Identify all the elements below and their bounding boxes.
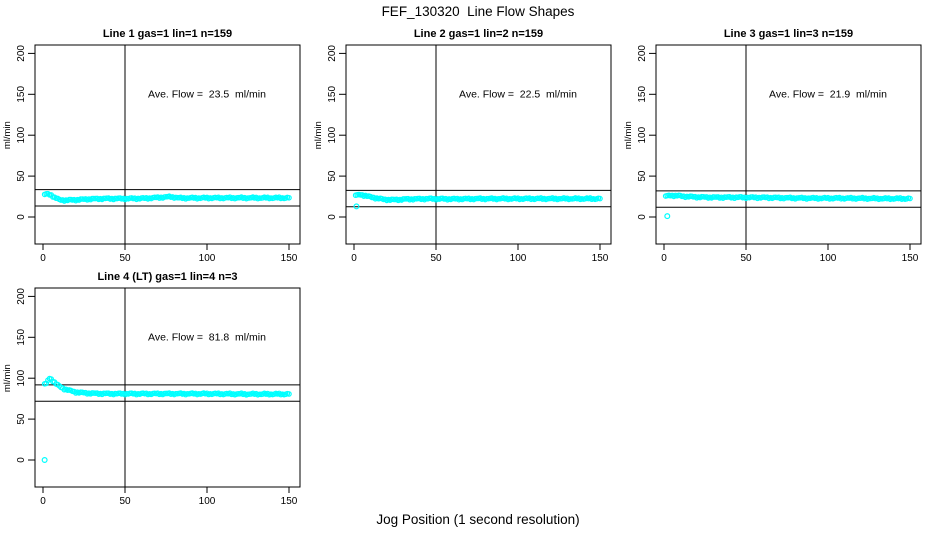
outlier-point [664,213,671,220]
x-tick-label: 100 [199,496,216,507]
subplot-4: Line 4 (LT) gas=1 lin=4 n=30501001502000… [2,271,301,507]
y-tick-label: 100 [637,126,648,143]
plot-box [655,44,922,245]
y-tick-label: 0 [327,214,338,220]
y-tick-label: 100 [16,369,27,386]
y-tick-label: 100 [327,126,338,143]
y-tick-label: 50 [16,413,27,425]
subplot-title: Line 4 (LT) gas=1 lin=4 n=3 [97,271,237,283]
plot-box [345,44,612,245]
x-tick-label: 50 [119,496,131,507]
x-tick-label: 150 [281,496,298,507]
plot-box [34,44,301,245]
y-tick-label: 150 [637,86,648,103]
y-axis-title: ml/min [623,121,634,149]
annotation-ave-flow: Ave. Flow = 21.9 ml/min [769,88,887,100]
y-tick-label: 200 [16,288,27,305]
outlier-point [41,457,48,464]
x-tick-label: 100 [820,253,837,264]
x-tick-label: 50 [119,253,131,264]
y-tick-label: 50 [327,170,338,182]
subplot-1: Line 1 gas=1 lin=1 n=159 0 50 100 150 200 0 50 1… [2,28,301,264]
outlier-point [353,203,360,210]
y-axis-title: ml/min [2,364,13,392]
annotation-ave-flow: Ave. Flow = 22.5 ml/min [459,88,577,100]
axis-ticks: 0 50 100 150 200 0 50 100 150 [637,45,919,264]
x-tick-label: 150 [902,253,919,264]
y-axis-title: ml/min [313,121,324,149]
x-tick-label: 0 [351,253,357,264]
axis-ticks: 0 50 100 150 200 0 50 100 150 [327,45,609,264]
subplot-title: Line 3 gas=1 lin=3 n=159 [724,28,853,40]
y-axis-title: ml/min [2,121,13,149]
x-tick-label: 100 [199,253,216,264]
y-tick-label: 150 [327,86,338,103]
data-points [41,190,292,204]
y-tick-label: 100 [16,126,27,143]
x-tick-label: 0 [40,253,46,264]
data-points [41,375,292,464]
main-title: FEF_130320 Line Flow Shapes [381,4,575,19]
y-tick-label: 200 [327,45,338,62]
plot-box [34,287,301,488]
subplot-2: Line 2 gas=1 lin=2 n=159 0 50 100 150 200 0 50 1… [313,28,612,264]
y-tick-label: 200 [637,45,648,62]
y-tick-label: 0 [16,457,27,463]
axis-ticks: 0 50 100 150 200 0 50 100 150 [16,45,298,264]
x-tick-label: 150 [592,253,609,264]
x-tick-label: 150 [281,253,298,264]
annotation-ave-flow: Ave. Flow = 81.8 ml/min [148,331,266,343]
y-tick-label: 0 [637,214,648,220]
data-points [352,191,603,210]
x-tick-label: 0 [40,496,46,507]
x-tick-label: 50 [430,253,442,264]
subplot-3: Line 3 gas=1 lin=3 n=159 0 50 100 150 200 0 50 1… [623,28,922,264]
x-tick-label: 100 [510,253,527,264]
y-tick-label: 50 [16,170,27,182]
plots-canvas: Line 1 gas=1 lin=1 n=159 0 50 100 150 200 0 50 1… [2,28,922,507]
data-points [662,192,913,220]
y-tick-label: 50 [637,170,648,182]
x-axis-label: Jog Position (1 second resolution) [376,512,580,527]
y-tick-label: 150 [16,86,27,103]
subplot-title: Line 1 gas=1 lin=1 n=159 [103,28,232,40]
subplot-title: Line 2 gas=1 lin=2 n=159 [414,28,543,40]
x-tick-label: 0 [661,253,667,264]
x-tick-label: 50 [740,253,752,264]
y-tick-label: 150 [16,329,27,346]
annotation-ave-flow: Ave. Flow = 23.5 ml/min [148,88,266,100]
axis-ticks: 0 50 100 150 200 0 50 100 150 [16,288,298,507]
y-tick-label: 0 [16,214,27,220]
y-tick-label: 200 [16,45,27,62]
